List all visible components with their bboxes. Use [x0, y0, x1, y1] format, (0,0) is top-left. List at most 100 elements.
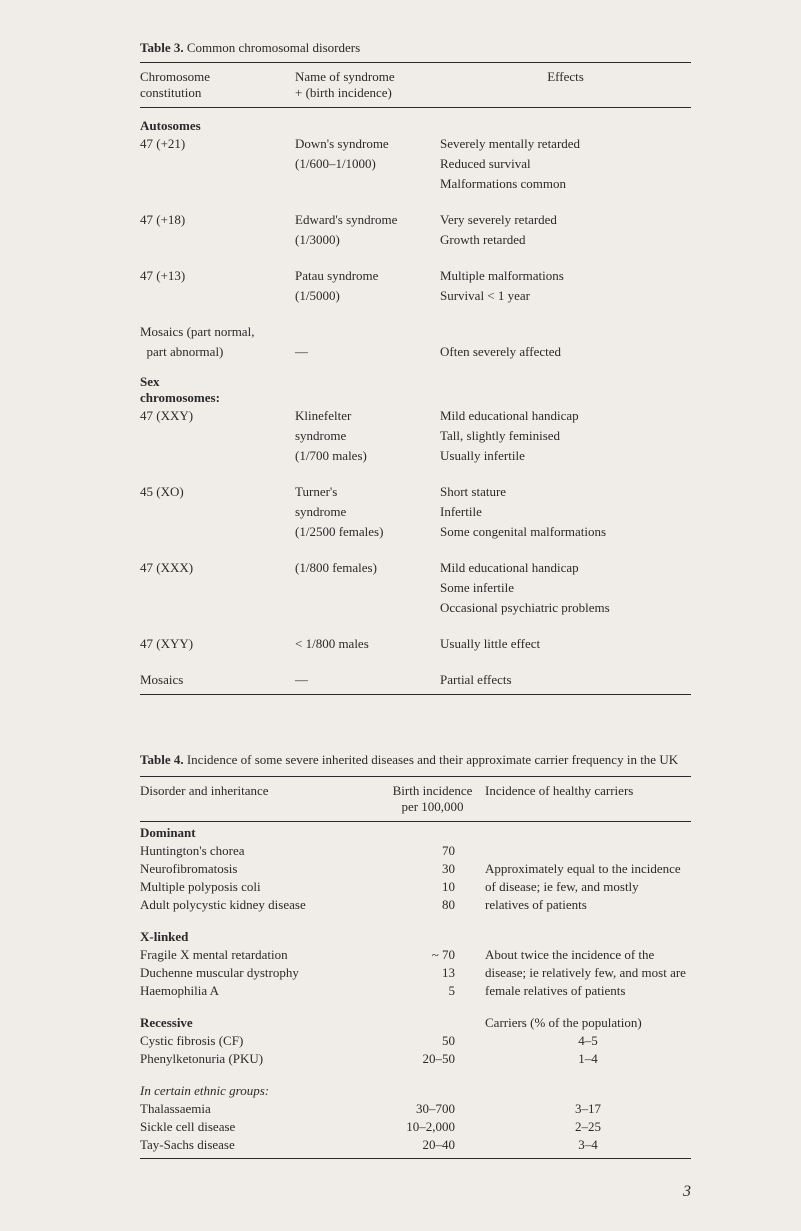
hdr-text: Birth incidence	[380, 783, 485, 799]
table-row: Cystic fibrosis (CF)504–5	[140, 1032, 691, 1050]
table3-body: Autosomes 47 (+21)Down's syndromeSeverel…	[140, 110, 691, 690]
cell	[295, 324, 440, 340]
hdr-text: Chromosome	[140, 69, 295, 85]
rule	[140, 62, 691, 63]
rule	[140, 776, 691, 777]
section-text: chromosomes:	[140, 390, 691, 406]
cell	[140, 232, 295, 248]
cell: Mild educational handicap	[440, 408, 691, 424]
cell	[140, 176, 295, 192]
cell: 70	[380, 843, 485, 859]
table-row: Thalassaemia30–7003–17	[140, 1100, 691, 1118]
cell	[485, 843, 691, 859]
cell	[140, 448, 295, 464]
hdr-text: per 100,000	[380, 799, 485, 815]
cell	[295, 176, 440, 192]
table3-title: Table 3. Common chromosomal disorders	[140, 40, 691, 56]
cell: < 1/800 males	[295, 636, 440, 652]
cell: Turner's	[295, 484, 440, 500]
table-row: 47 (+21)Down's syndromeSeverely mentally…	[140, 134, 691, 194]
cell	[295, 600, 440, 616]
recessive-note: Carriers (% of the population)	[485, 1015, 691, 1031]
rule	[140, 1158, 691, 1159]
rule	[140, 821, 691, 822]
table-row: 47 (+13)Patau syndromeMultiple malformat…	[140, 266, 691, 306]
cell: Klinefelter	[295, 408, 440, 424]
cell: Short stature	[440, 484, 691, 500]
cell: Fragile X mental retardation	[140, 947, 380, 963]
cell: ~ 70	[380, 947, 485, 963]
cell: Huntington's chorea	[140, 843, 380, 859]
table-row: Mosaics—Partial effects	[140, 670, 691, 690]
table4-title: Table 4. Incidence of some severe inheri…	[140, 752, 691, 768]
table-row: 47 (XYY)< 1/800 malesUsually little effe…	[140, 634, 691, 654]
cell: Severely mentally retarded	[440, 136, 691, 152]
cell: Usually infertile	[440, 448, 691, 464]
table-row: 45 (XO)Turner'sShort staturesyndromeInfe…	[140, 482, 691, 542]
page-number: 3	[140, 1183, 691, 1201]
cell: 50	[380, 1033, 485, 1049]
cell: Multiple malformations	[440, 268, 691, 284]
cell: 3–4	[485, 1137, 691, 1153]
cell	[140, 600, 295, 616]
cell: Mosaics (part normal,	[140, 324, 295, 340]
cell: Often severely affected	[440, 344, 691, 360]
cell: —	[295, 672, 440, 688]
table-row: Phenylketonuria (PKU)20–501–4	[140, 1050, 691, 1068]
table4-body: Dominant Huntington's chorea70Neurofibro…	[140, 824, 691, 1154]
cell: 30–700	[380, 1101, 485, 1117]
group-recessive: Recessive Carriers (% of the population)…	[140, 1014, 691, 1068]
cell: 47 (+18)	[140, 212, 295, 228]
cell: (1/600–1/1000)	[295, 156, 440, 172]
cell: part abnormal)	[140, 344, 295, 360]
section-xlinked: X-linked	[140, 929, 188, 944]
cell: Duchenne muscular dystrophy	[140, 965, 380, 981]
rule	[140, 107, 691, 108]
cell: 10	[380, 879, 485, 895]
table4-header-c3: Incidence of healthy carriers	[485, 783, 691, 815]
cell: female relatives of patients	[485, 983, 691, 999]
table-row: Mosaics (part normal, part abnormal)—Oft…	[140, 322, 691, 362]
table4-header-c2: Birth incidence per 100,000	[380, 783, 485, 815]
cell	[295, 580, 440, 596]
cell: syndrome	[295, 504, 440, 520]
hdr-text: Name of syndrome	[295, 69, 440, 85]
cell: 20–50	[380, 1051, 485, 1067]
cell: Neurofibromatosis	[140, 861, 380, 877]
table-row: 47 (+18)Edward's syndromeVery severely r…	[140, 210, 691, 250]
cell: 20–40	[380, 1137, 485, 1153]
cell: (1/2500 females)	[295, 524, 440, 540]
cell	[140, 428, 295, 444]
cell: Haemophilia A	[140, 983, 380, 999]
cell: 47 (+13)	[140, 268, 295, 284]
table-row: Multiple polyposis coli10of disease; ie …	[140, 878, 691, 896]
cell: Usually little effect	[440, 636, 691, 652]
cell: 5	[380, 983, 485, 999]
cell: 13	[380, 965, 485, 981]
table-row: Haemophilia A5female relatives of patien…	[140, 982, 691, 1000]
group-dominant: Dominant Huntington's chorea70Neurofibro…	[140, 824, 691, 914]
hdr-text: constitution	[140, 85, 295, 101]
cell: Edward's syndrome	[295, 212, 440, 228]
group-xlinked: X-linked Fragile X mental retardation~ 7…	[140, 928, 691, 1000]
cell: syndrome	[295, 428, 440, 444]
hdr-text: + (birth incidence)	[295, 85, 440, 101]
cell	[140, 580, 295, 596]
cell: 1–4	[485, 1051, 691, 1067]
table3-title-text: Common chromosomal disorders	[187, 40, 360, 55]
table-row: Duchenne muscular dystrophy13disease; ie…	[140, 964, 691, 982]
table4-header-c1: Disorder and inheritance	[140, 783, 380, 815]
cell: 30	[380, 861, 485, 877]
cell: disease; ie relatively few, and most are	[485, 965, 691, 981]
cell: 45 (XO)	[140, 484, 295, 500]
cell: Partial effects	[440, 672, 691, 688]
cell: Tall, slightly feminised	[440, 428, 691, 444]
group-ethnic: In certain ethnic groups: Thalassaemia30…	[140, 1082, 691, 1154]
cell: 47 (XYY)	[140, 636, 295, 652]
page: Table 3. Common chromosomal disorders Ch…	[0, 0, 801, 1231]
cell: Patau syndrome	[295, 268, 440, 284]
hdr-text: Effects	[440, 69, 691, 85]
cell: 47 (XXX)	[140, 560, 295, 576]
cell: Cystic fibrosis (CF)	[140, 1033, 380, 1049]
cell	[140, 524, 295, 540]
